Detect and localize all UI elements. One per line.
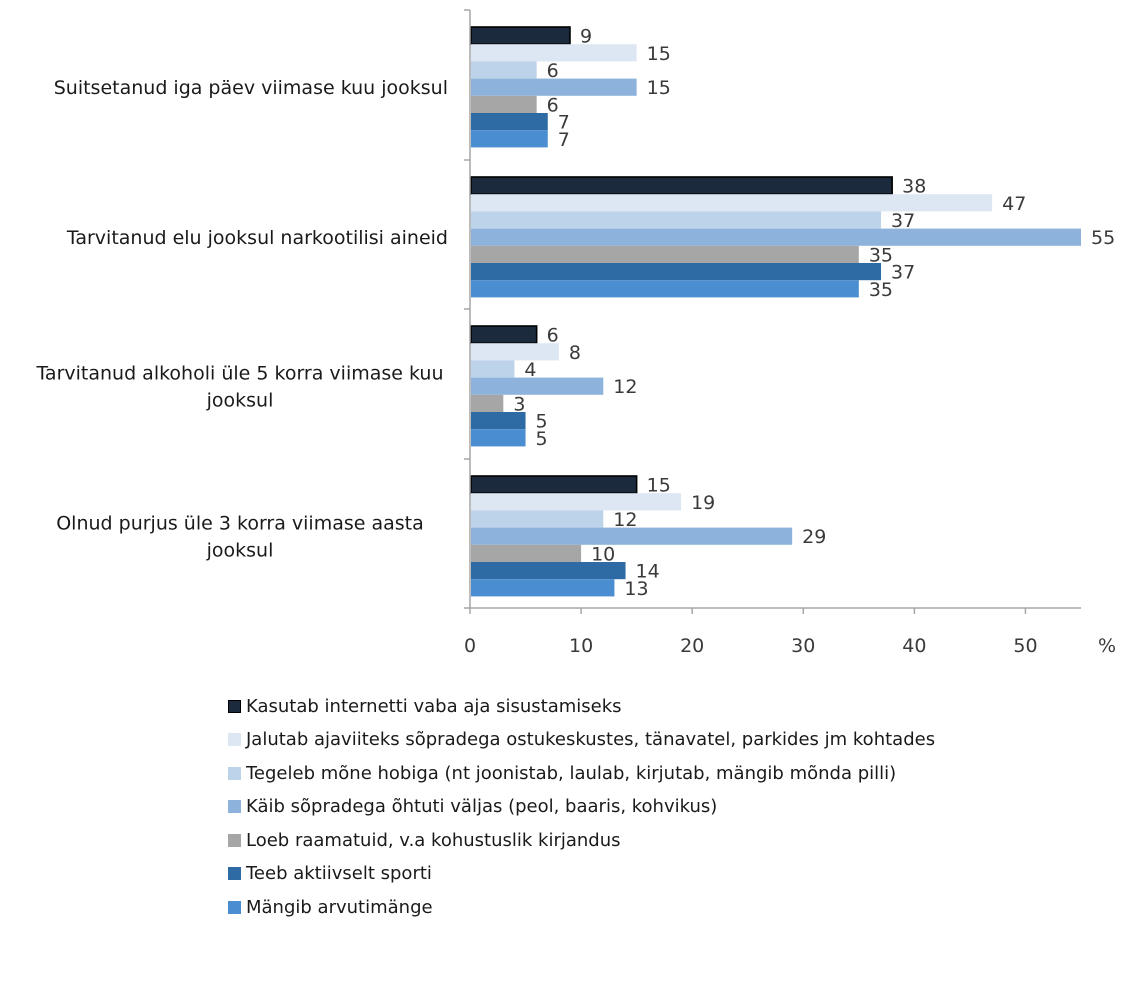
data-label-3-series-4: 12 [613,376,637,398]
bar-1-series-7 [471,130,548,148]
data-label-1-series-7: 7 [558,129,570,151]
legend-item-1: Kasutab internetti vaba aja sisustamisek… [228,695,935,717]
data-label-4-series-5: 10 [591,543,615,565]
data-label-3-series-5: 3 [513,393,525,415]
data-label-2-series-4: 55 [1091,227,1115,249]
bar-2-series-2 [471,194,993,212]
bar-3-series-7 [471,429,526,447]
data-label-4-series-1: 15 [647,475,671,497]
category-label-4: Olnud purjus üle 3 korra viimase aasta jo… [56,513,424,562]
bar-1-series-3 [471,61,537,79]
data-label-3-series-3: 4 [524,359,536,381]
data-label-2-series-6: 37 [891,262,915,284]
legend-label: Tegeleb mõne hobiga (nt joonistab, laula… [246,762,897,784]
data-label-4-series-6: 14 [636,561,660,583]
data-label-1-series-6: 7 [558,112,570,134]
category-label-3: Tarvitanud alkoholi üle 5 korra viimase … [35,363,443,412]
bar-4-series-3 [471,510,604,528]
bar-4-series-6 [471,562,626,580]
legend-label: Loeb raamatuid, v.a kohustuslik kirjandu… [246,829,621,851]
data-label-3-series-1: 6 [547,325,559,347]
legend: Kasutab internetti vaba aja sisustamisek… [228,696,935,931]
x-axis-unit: % [1098,635,1116,657]
data-label-3-series-7: 5 [536,428,548,450]
data-label-2-series-1: 38 [902,176,926,198]
bar-3-series-6 [471,412,526,430]
legend-label: Jalutab ajaviiteks sõpradega ostukeskust… [246,729,936,750]
x-tick-label-40: 40 [902,635,926,657]
bar-1-series-6 [471,113,548,131]
data-label-2-series-5: 35 [869,244,893,266]
data-label-1-series-2: 15 [647,43,671,65]
category-label-1: Suitsetanud iga päev viimase kuu jooksul [54,77,448,99]
bar-2-series-6 [471,263,882,281]
bar-1-series-4 [471,78,637,96]
legend-swatch [228,900,241,914]
data-label-4-series-3: 12 [613,509,637,531]
bar-1-series-5 [471,95,537,113]
legend-swatch [228,766,241,780]
data-label-1-series-3: 6 [547,60,559,82]
legend-label: Kasutab internetti vaba aja sisustamisek… [246,695,622,717]
legend-item-7: Mängib arvutimänge [228,896,935,918]
data-label-1-series-4: 15 [647,77,671,99]
bar-3-series-2 [471,343,559,361]
bar-4-series-1 [470,475,638,495]
legend-label: Käib sõpradega õhtuti väljas (peol, baar… [246,796,718,817]
legend-item-3: Tegeleb mõne hobiga (nt joonistab, laula… [228,762,935,784]
x-tick-label-10: 10 [569,635,593,657]
legend-swatch [228,833,241,847]
x-tick-label-50: 50 [1013,635,1037,657]
bar-4-series-5 [471,544,582,562]
bars-group [470,26,1081,597]
legend-item-4: Käib sõpradega õhtuti väljas (peol, baar… [228,796,935,817]
legend-item-6: Teeb aktiivselt sporti [228,863,935,884]
data-label-4-series-7: 13 [624,578,648,600]
x-tick-label-30: 30 [791,635,815,657]
bar-3-series-5 [471,394,504,412]
category-label-2: Tarvitanud elu jooksul narkootilisi aine… [66,227,448,249]
bar-chart: 9156156773847375535373568412355151912291… [35,9,1116,657]
legend-swatch [228,733,241,746]
x-tick-label-20: 20 [680,635,704,657]
legend-swatch [228,867,241,880]
data-label-2-series-7: 35 [869,279,893,301]
bar-4-series-7 [471,579,615,597]
bar-2-series-1 [470,176,893,196]
legend-label: Mängib arvutimänge [246,896,433,918]
data-label-2-series-3: 37 [891,210,915,232]
bar-3-series-4 [471,377,604,395]
legend-label: Teeb aktiivselt sporti [246,863,432,884]
data-label-4-series-4: 29 [802,526,826,548]
legend-item-2: Jalutab ajaviiteks sõpradega ostukeskust… [228,729,936,750]
bar-2-series-5 [471,245,859,263]
category-labels-group: Suitsetanud iga päev viimase kuu jooksul… [35,77,448,562]
bar-3-series-1 [470,325,538,345]
data-label-3-series-6: 5 [536,411,548,433]
bar-2-series-7 [471,280,859,298]
axes-group: 0 10 20 30 40 50% [464,9,1116,657]
x-tick-label-0: 0 [464,635,476,657]
data-label-3-series-2: 8 [569,342,581,364]
bar-2-series-4 [471,228,1081,246]
data-label-1-series-5: 6 [547,94,559,116]
bar-4-series-4 [471,527,793,545]
bar-3-series-3 [471,360,515,378]
bar-1-series-1 [470,26,571,46]
legend-swatch [228,800,241,813]
data-labels-group: 9156156773847375535373568412355151912291… [513,26,1115,600]
legend-item-5: Loeb raamatuid, v.a kohustuslik kirjandu… [228,829,935,851]
legend-swatch [228,699,241,713]
bar-1-series-2 [471,44,637,62]
bar-2-series-3 [471,211,882,229]
data-label-1-series-1: 9 [580,26,592,48]
data-label-2-series-2: 47 [1002,193,1026,215]
bar-4-series-2 [471,493,682,511]
data-label-4-series-2: 19 [691,492,715,514]
